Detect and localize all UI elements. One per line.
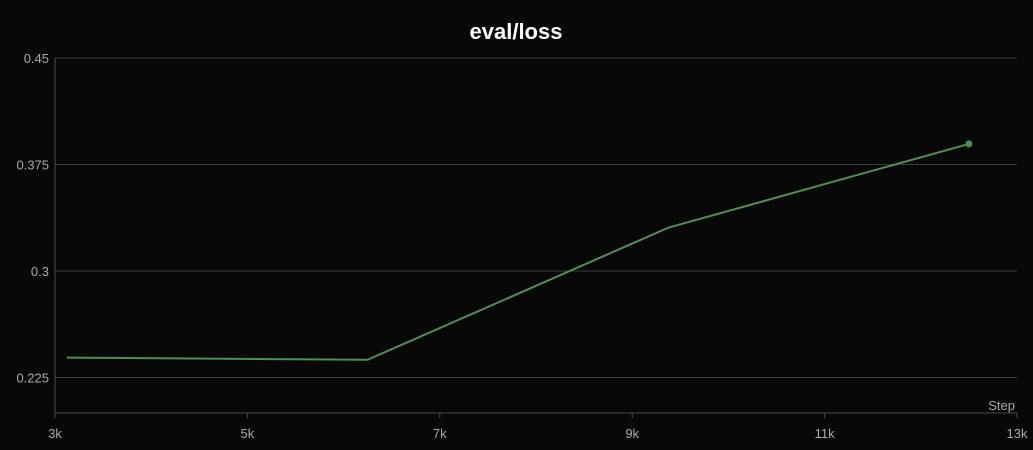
grid-layer: [55, 57, 1017, 378]
y-tick-label: 0.375: [16, 158, 49, 173]
x-tick-label: 3k: [48, 426, 62, 441]
x-tick-label: 7k: [433, 426, 447, 441]
x-tick-label: 11k: [815, 426, 835, 441]
series-end-point: [965, 140, 973, 148]
x-tick-label: 5k: [241, 426, 255, 441]
series-line: [67, 142, 970, 361]
series-layer: [67, 140, 973, 361]
x-tick-label: 13k: [1007, 426, 1028, 441]
axis-layer: [54, 58, 1018, 418]
x-tick-label: 9k: [625, 426, 639, 441]
y-tick-label: 0.45: [24, 51, 49, 66]
label-layer: 0.225 0.3 0.375 0.45 3k 5k 7k 9k 11k 13k: [16, 51, 1028, 441]
x-axis-label: Step: [988, 398, 1015, 413]
chart-title: eval/loss: [470, 19, 563, 44]
y-tick-label: 0.3: [31, 264, 49, 279]
y-tick-label: 0.225: [16, 371, 49, 386]
